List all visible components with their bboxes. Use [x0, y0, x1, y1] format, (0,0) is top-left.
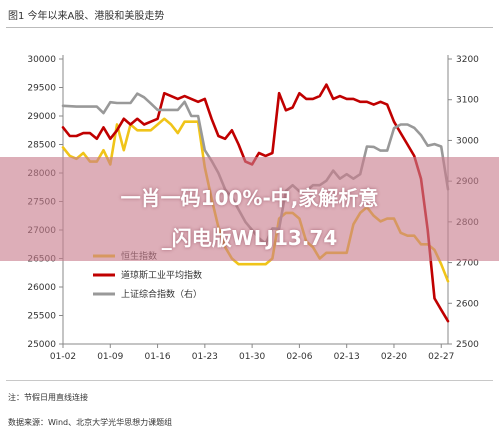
- legend-label: 上证综合指数（右）: [121, 288, 202, 300]
- x-tick-label: 01-16: [144, 352, 170, 362]
- x-tick-label: 01-30: [239, 352, 265, 362]
- y-left-tick-label: 25000: [27, 340, 56, 350]
- x-tick-label: 02-06: [286, 352, 312, 362]
- y-right-tick-label: 2600: [456, 299, 479, 309]
- x-tick-label: 02-27: [428, 352, 454, 362]
- y-left-tick-label: 26000: [27, 283, 56, 293]
- x-tick-label: 02-13: [334, 352, 360, 362]
- x-tick-label: 01-09: [97, 352, 123, 362]
- y-right-tick-label: 3200: [456, 55, 479, 65]
- y-left-tick-label: 25500: [27, 312, 56, 322]
- y-right-tick-label: 2700: [456, 259, 479, 269]
- title-divider: [6, 27, 493, 28]
- watermark-banner: [0, 157, 499, 261]
- y-left-tick-label: 28500: [27, 141, 56, 151]
- x-tick-label: 01-02: [50, 352, 76, 362]
- y-left-tick-label: 29000: [27, 112, 56, 122]
- figure-title: 图1 今年以来A股、港股和美股走势: [8, 11, 165, 22]
- chart-note: 注：节假日用直线连接: [8, 393, 88, 402]
- x-tick-label: 01-23: [192, 352, 218, 362]
- notes-divider: [6, 380, 493, 381]
- legend-label: 道琼斯工业平均指数: [121, 269, 202, 281]
- banner-text-line-1: 一肖一码100%-中,家解析意: [120, 186, 379, 210]
- y-left-tick-label: 30000: [27, 55, 56, 65]
- y-left-tick-label: 29500: [27, 84, 56, 94]
- y-right-tick-label: 3100: [456, 96, 479, 106]
- y-right-tick-label: 2500: [456, 340, 479, 350]
- banner-text-line-2: _闪电版WLJ13.74: [161, 226, 338, 250]
- x-tick-label: 02-20: [381, 352, 407, 362]
- chart-source: 数据来源：Wind、北京大学光华思想力课题组: [8, 418, 173, 427]
- y-right-tick-label: 3000: [456, 136, 479, 146]
